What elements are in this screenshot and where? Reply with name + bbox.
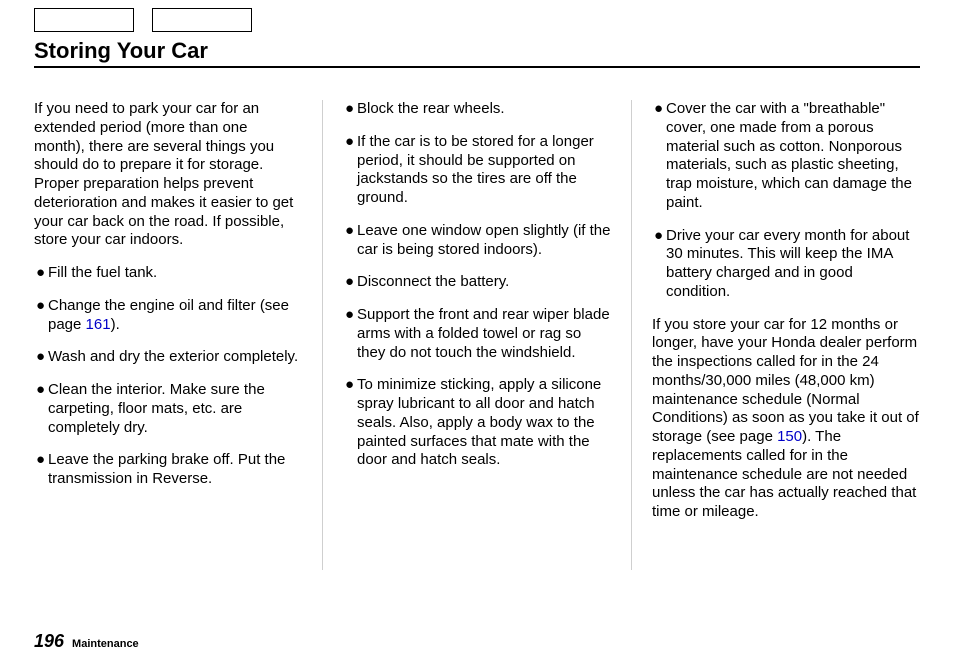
bullet-text: To minimize sticking, apply a silicone s… <box>357 376 611 470</box>
bullet-text: Leave one window open slightly (if the c… <box>357 222 611 260</box>
bullet-text: Support the front and rear wiper blade a… <box>357 306 611 362</box>
page-title: Storing Your Car <box>34 38 208 64</box>
bullet-text: Wash and dry the exterior completely. <box>48 348 302 367</box>
bullet-text: Drive your car every month for about 30 … <box>666 227 920 302</box>
header-boxes <box>34 8 252 32</box>
bullet-item: ● Support the front and rear wiper blade… <box>343 306 611 362</box>
bullet-text: Leave the parking brake off. Put the tra… <box>48 451 302 489</box>
bullet-mark: ● <box>652 227 666 302</box>
bullet-mark: ● <box>343 222 357 260</box>
page-link-150[interactable]: 150 <box>777 428 802 445</box>
intro-paragraph: If you need to park your car for an exte… <box>34 100 302 250</box>
column-2: ● Block the rear wheels. ● If the car is… <box>343 100 611 570</box>
bullet-item: ● Block the rear wheels. <box>343 100 611 119</box>
bullet-text: Block the rear wheels. <box>357 100 611 119</box>
bullet-text: Clean the interior. Make sure the carpet… <box>48 381 302 437</box>
bullet-item: ● Leave one window open slightly (if the… <box>343 222 611 260</box>
bullet-mark: ● <box>343 133 357 208</box>
bullet-item: ● Wash and dry the exterior completely. <box>34 348 302 367</box>
page-number: 196 <box>34 631 64 652</box>
title-underline <box>34 66 920 68</box>
bullet-mark: ● <box>34 348 48 367</box>
bullet-mark: ● <box>343 273 357 292</box>
bullet-mark: ● <box>343 100 357 119</box>
bullet-item: ● Drive your car every month for about 3… <box>652 227 920 302</box>
bullet-mark: ● <box>343 306 357 362</box>
bullet-text: Fill the fuel tank. <box>48 264 302 283</box>
bullet-item: ● Change the engine oil and filter (see … <box>34 297 302 335</box>
column-3: ● Cover the car with a "breathable" cove… <box>652 100 920 570</box>
bullet-item: ● Cover the car with a "breathable" cove… <box>652 100 920 213</box>
bullet-mark: ● <box>343 376 357 470</box>
column-1: If you need to park your car for an exte… <box>34 100 302 570</box>
bullet-item: ● Leave the parking brake off. Put the t… <box>34 451 302 489</box>
bullet-text: Disconnect the battery. <box>357 273 611 292</box>
bullet-mark: ● <box>652 100 666 213</box>
closing-paragraph: If you store your car for 12 months or l… <box>652 316 920 522</box>
bullet-item: ● Disconnect the battery. <box>343 273 611 292</box>
column-divider <box>631 100 632 570</box>
column-divider <box>322 100 323 570</box>
section-name: Maintenance <box>72 638 139 650</box>
page-link-161[interactable]: 161 <box>86 316 111 333</box>
bullet-text: Change the engine oil and filter (see pa… <box>48 297 302 335</box>
bullet-text: If the car is to be stored for a longer … <box>357 133 611 208</box>
bullet-mark: ● <box>34 381 48 437</box>
bullet-text: Cover the car with a "breathable" cover,… <box>666 100 920 213</box>
bullet-item: ● Clean the interior. Make sure the carp… <box>34 381 302 437</box>
page-footer: 196 Maintenance <box>34 631 139 652</box>
bullet-mark: ● <box>34 264 48 283</box>
content-columns: If you need to park your car for an exte… <box>34 100 920 570</box>
bullet-item: ● To minimize sticking, apply a silicone… <box>343 376 611 470</box>
header-box-2[interactable] <box>152 8 252 32</box>
bullet-mark: ● <box>34 297 48 335</box>
header-box-1[interactable] <box>34 8 134 32</box>
bullet-item: ● Fill the fuel tank. <box>34 264 302 283</box>
bullet-mark: ● <box>34 451 48 489</box>
bullet-item: ● If the car is to be stored for a longe… <box>343 133 611 208</box>
